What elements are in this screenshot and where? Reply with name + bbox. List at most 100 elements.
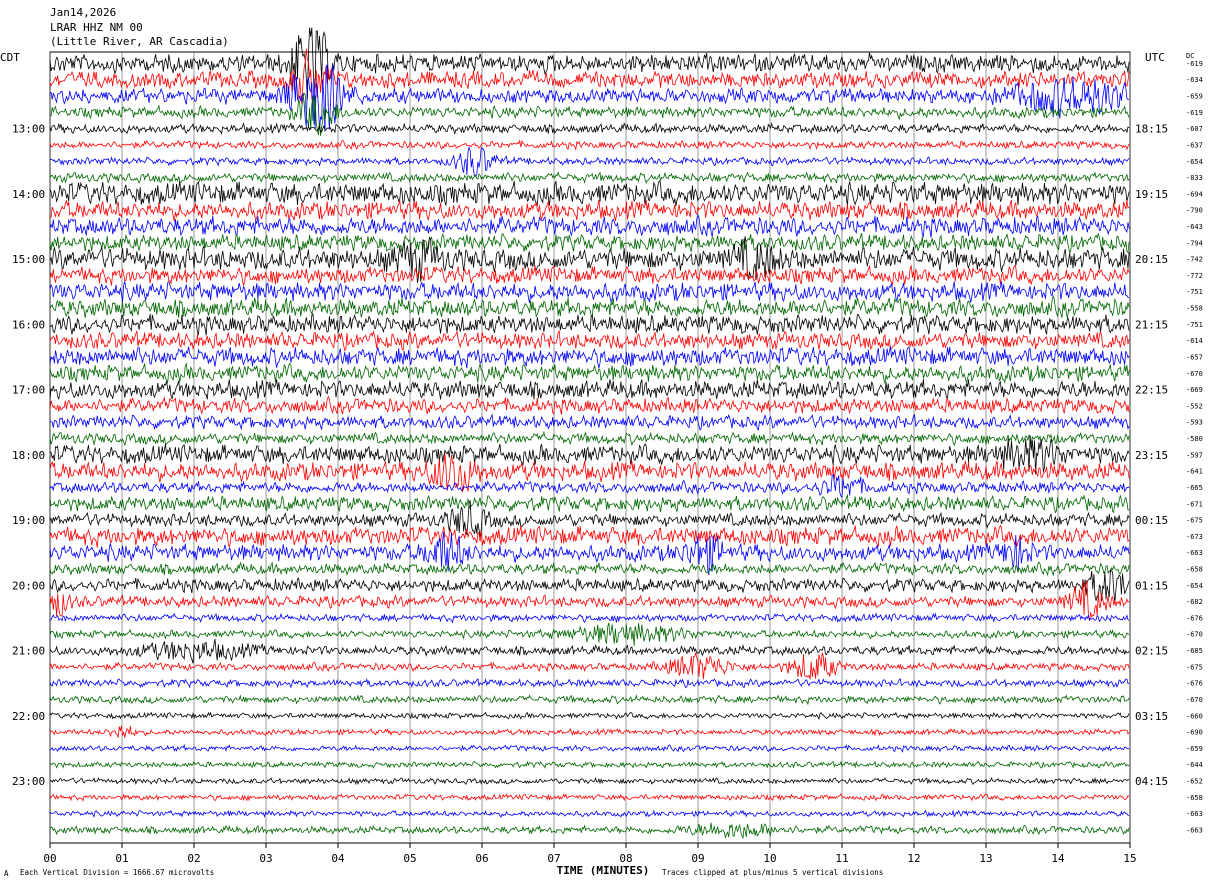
dc-offset-label: -670	[1186, 696, 1203, 704]
left-hour-label: 20:00	[12, 579, 45, 592]
seismic-trace	[49, 362, 1130, 384]
dc-offset-label: -690	[1186, 729, 1203, 737]
seismic-trace	[49, 179, 1130, 207]
left-hour-label: 22:00	[12, 710, 45, 723]
seismic-trace	[49, 430, 1130, 447]
seismic-trace	[49, 122, 1130, 136]
left-hour-label: 21:00	[12, 645, 45, 658]
seismic-trace	[49, 64, 1130, 132]
dc-offset-label: -654	[1186, 582, 1203, 590]
seismic-trace	[49, 145, 1130, 177]
x-tick-label: 07	[547, 852, 560, 865]
dc-offset-label: -694	[1186, 190, 1203, 198]
dc-offset-label: -652	[1186, 778, 1203, 786]
dc-offset-label: -637	[1186, 141, 1203, 149]
seismic-trace	[49, 413, 1130, 431]
location-label: (Little River, AR Cascadia)	[50, 35, 229, 48]
date-label: Jan14,2026	[50, 6, 116, 19]
seismic-trace	[50, 743, 1130, 753]
dc-offset-label: -676	[1186, 614, 1203, 622]
seismic-trace	[49, 264, 1130, 287]
dc-offset-label: -659	[1186, 93, 1203, 101]
seismic-trace	[49, 435, 1130, 475]
x-tick-label: 10	[763, 852, 776, 865]
dc-offset-label: -751	[1186, 321, 1203, 329]
seismic-trace	[50, 776, 1130, 786]
dc-offset-label: -660	[1186, 712, 1203, 720]
seismic-trace	[49, 793, 1130, 802]
x-tick-label: 11	[835, 852, 848, 865]
seismic-trace	[49, 281, 1130, 304]
right-hour-label: 20:15	[1135, 253, 1168, 266]
dc-offset-label: -657	[1186, 353, 1203, 361]
seismic-trace	[49, 694, 1130, 706]
dc-offset-label: -673	[1186, 533, 1203, 541]
seismic-trace	[49, 569, 1130, 604]
x-tick-label: 14	[1051, 852, 1065, 865]
corner-mark: A	[4, 869, 9, 878]
dc-offset-label: -619	[1186, 60, 1203, 68]
x-tick-label: 08	[619, 852, 632, 865]
seismic-trace	[49, 346, 1130, 369]
left-hour-label: 23:00	[12, 775, 45, 788]
left-hour-label: 14:00	[12, 188, 45, 201]
seismic-trace	[49, 453, 1130, 493]
seismic-trace	[49, 295, 1130, 319]
x-tick-label: 12	[907, 852, 920, 865]
dc-offset-label: -641	[1186, 468, 1203, 476]
dc-offset-label: -654	[1186, 158, 1203, 166]
seismic-trace	[49, 139, 1130, 151]
dc-offset-label: -671	[1186, 500, 1203, 508]
dc-offset-label: -670	[1186, 370, 1203, 378]
x-tick-label: 05	[403, 852, 416, 865]
seismic-trace	[49, 809, 1130, 818]
x-tick-labels: 00 01 02 03 04 05 06 07 08 09 10 11 12 13 14 15	[43, 852, 1136, 865]
seismic-trace	[49, 561, 1130, 577]
dc-offset-label: -644	[1186, 761, 1203, 769]
dc-offset-label: -658	[1186, 794, 1203, 802]
station-label: LRAR HHZ NM 00	[50, 21, 143, 34]
dc-offset-label: -682	[1186, 598, 1203, 606]
dc-offset-label: -663	[1186, 810, 1203, 818]
dc-offset-label: -685	[1186, 647, 1203, 655]
right-hour-labels: 18:15 19:15 20:15 21:15 22:15 23:15 00:15 01:15…	[1135, 123, 1168, 788]
seismic-trace	[49, 524, 1130, 548]
seismic-trace	[49, 531, 1130, 575]
dc-offset-labels: -619 -634 -659 -619 -607 -637 -654 -833 -694 -790…	[1186, 60, 1203, 835]
left-hour-label: 18:00	[12, 449, 45, 462]
vertical-division-note: Each Vertical Division = 1666.67 microvo…	[20, 868, 214, 877]
dc-offset-label: -659	[1186, 745, 1203, 753]
x-tick-label: 04	[331, 852, 345, 865]
dc-offset-label: -552	[1186, 402, 1203, 410]
right-hour-label: 02:15	[1135, 645, 1168, 658]
seismic-trace	[49, 473, 1130, 499]
seismic-trace	[49, 329, 1130, 352]
dc-offset-label: -634	[1186, 76, 1203, 84]
right-hour-label: 01:15	[1135, 579, 1168, 592]
seismic-trace	[49, 678, 1130, 689]
seismic-trace	[49, 580, 1130, 621]
x-tick-label: 00	[43, 852, 56, 865]
right-hour-label: 04:15	[1135, 775, 1168, 788]
seismic-trace	[49, 236, 1130, 283]
left-hour-label: 19:00	[12, 514, 45, 527]
seismic-trace	[49, 500, 1130, 537]
dc-offset-label: -676	[1186, 680, 1203, 688]
seismic-trace	[49, 612, 1130, 624]
x-tick-label: 02	[187, 852, 200, 865]
trace-group	[49, 27, 1130, 840]
seismic-trace	[49, 493, 1130, 514]
right-timezone-label: UTC	[1145, 51, 1165, 64]
x-tick-label: 13	[979, 852, 992, 865]
x-tick-label: 03	[259, 852, 272, 865]
seismic-trace	[49, 822, 1130, 840]
left-hour-label: 16:00	[12, 318, 45, 331]
right-hour-label: 19:15	[1135, 188, 1168, 201]
left-hour-label: 13:00	[12, 123, 45, 136]
dc-offset-label: -675	[1186, 663, 1203, 671]
seismic-trace	[49, 199, 1130, 222]
seismic-trace	[49, 725, 1130, 738]
dc-offset-label: -669	[1186, 386, 1203, 394]
dc-offset-label: -790	[1186, 207, 1203, 215]
clipping-note: Traces clipped at plus/minus 5 vertical …	[662, 868, 883, 877]
